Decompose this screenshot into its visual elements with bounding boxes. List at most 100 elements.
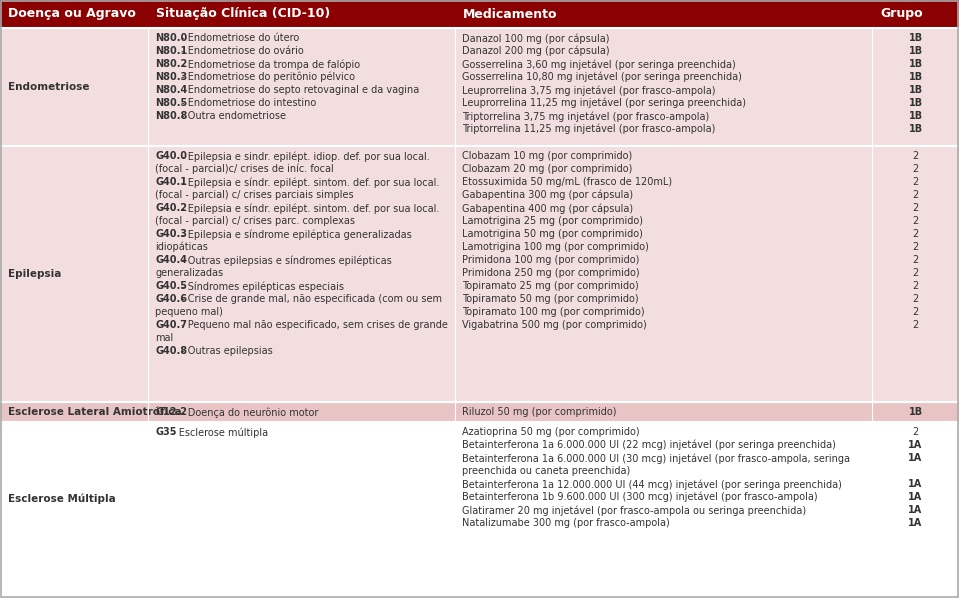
Bar: [872, 28, 959, 146]
Text: Primidona 100 mg (por comprimido): Primidona 100 mg (por comprimido): [462, 255, 640, 265]
Text: Betainterferona 1b 9.600.000 UI (300 mcg) injetável (por frasco-ampola): Betainterferona 1b 9.600.000 UI (300 mcg…: [462, 492, 818, 502]
Bar: [872, 146, 959, 402]
Text: N80.3: N80.3: [155, 72, 187, 82]
Text: G12.2: G12.2: [155, 407, 187, 417]
Text: N80.0: N80.0: [155, 33, 187, 43]
Text: Lamotrigina 100 mg (por comprimido): Lamotrigina 100 mg (por comprimido): [462, 242, 649, 252]
Bar: [455, 28, 872, 146]
Text: 1A: 1A: [908, 453, 923, 463]
Text: G40.4: G40.4: [155, 255, 187, 265]
Text: Betainterferona 1a 6.000.000 UI (30 mcg) injetável (por frasco-ampola, seringa: Betainterferona 1a 6.000.000 UI (30 mcg)…: [462, 453, 850, 463]
Text: 2: 2: [912, 216, 919, 226]
Text: Primidona 250 mg (por comprimido): Primidona 250 mg (por comprimido): [462, 268, 640, 278]
Text: preenchida ou caneta preenchida): preenchida ou caneta preenchida): [462, 466, 630, 476]
Text: Danazol 100 mg (por cápsula): Danazol 100 mg (por cápsula): [462, 33, 610, 44]
Text: 1B: 1B: [908, 46, 923, 56]
Text: Topiramato 25 mg (por comprimido): Topiramato 25 mg (por comprimido): [462, 281, 639, 291]
Text: G40.2: G40.2: [155, 203, 187, 213]
Text: Esclerose Múltipla: Esclerose Múltipla: [8, 494, 116, 504]
Bar: [455, 402, 872, 422]
Text: Betainterferona 1a 6.000.000 UI (22 mcg) injetável (por seringa preenchida): Betainterferona 1a 6.000.000 UI (22 mcg)…: [462, 440, 836, 450]
Text: 1A: 1A: [908, 440, 923, 450]
Text: - Esclerose múltipla: - Esclerose múltipla: [169, 427, 268, 438]
Text: G40.0: G40.0: [155, 151, 187, 161]
Text: 2: 2: [912, 190, 919, 200]
Bar: [148, 0, 455, 28]
Text: G40.6: G40.6: [155, 294, 187, 304]
Text: Gabapentina 300 mg (por cápsula): Gabapentina 300 mg (por cápsula): [462, 190, 633, 200]
Bar: [455, 422, 872, 576]
Bar: [872, 422, 959, 576]
Text: 2: 2: [912, 151, 919, 161]
Text: N80.8: N80.8: [155, 111, 187, 121]
Text: - Epilepsia e síndr. epilépt. sintom. def. por sua local.: - Epilepsia e síndr. epilépt. sintom. de…: [177, 177, 439, 188]
Text: - Endometriose da trompa de falópio: - Endometriose da trompa de falópio: [177, 59, 360, 69]
Text: Gabapentina 400 mg (por cápsula): Gabapentina 400 mg (por cápsula): [462, 203, 633, 213]
Text: - Outra endometriose: - Outra endometriose: [177, 111, 286, 121]
Text: Grupo: Grupo: [880, 8, 923, 20]
Text: - Endometriose do peritônio pélvico: - Endometriose do peritônio pélvico: [177, 72, 355, 83]
Text: 2: 2: [912, 320, 919, 330]
Text: Epilepsia: Epilepsia: [8, 269, 61, 279]
Text: 1A: 1A: [908, 518, 923, 528]
Text: 2: 2: [912, 307, 919, 317]
Bar: [872, 0, 959, 28]
Text: Lamotrigina 50 mg (por comprimido): Lamotrigina 50 mg (por comprimido): [462, 229, 643, 239]
Text: Triptorrelina 11,25 mg injetável (por frasco-ampola): Triptorrelina 11,25 mg injetável (por fr…: [462, 124, 715, 135]
Text: Lamotrigina 25 mg (por comprimido): Lamotrigina 25 mg (por comprimido): [462, 216, 643, 226]
Text: Situação Clínica (CID-10): Situação Clínica (CID-10): [156, 8, 330, 20]
Text: Natalizumabe 300 mg (por frasco-ampola): Natalizumabe 300 mg (por frasco-ampola): [462, 518, 669, 528]
Text: 2: 2: [912, 242, 919, 252]
Text: 2: 2: [912, 229, 919, 239]
Text: 2: 2: [912, 268, 919, 278]
Text: 1B: 1B: [908, 33, 923, 43]
Text: (focal - parcial)c/ crises de iníc. focal: (focal - parcial)c/ crises de iníc. foca…: [155, 164, 334, 175]
Text: Vigabatrina 500 mg (por comprimido): Vigabatrina 500 mg (por comprimido): [462, 320, 646, 330]
Text: - Doença do neurônio motor: - Doença do neurônio motor: [177, 407, 318, 417]
Text: G40.3: G40.3: [155, 229, 187, 239]
Bar: [0, 28, 148, 146]
Text: Azatioprina 50 mg (por comprimido): Azatioprina 50 mg (por comprimido): [462, 427, 640, 437]
Text: N80.2: N80.2: [155, 59, 187, 69]
Bar: [0, 0, 148, 28]
Text: 2: 2: [912, 177, 919, 187]
Text: 1A: 1A: [908, 492, 923, 502]
Text: 2: 2: [912, 294, 919, 304]
Text: 2: 2: [912, 427, 919, 437]
Text: generalizadas: generalizadas: [155, 268, 223, 278]
Text: G40.7: G40.7: [155, 320, 187, 330]
Text: Gosserrelina 3,60 mg injetável (por seringa preenchida): Gosserrelina 3,60 mg injetável (por seri…: [462, 59, 736, 69]
Text: - Endometriose do ovário: - Endometriose do ovário: [177, 46, 303, 56]
Text: Esclerose Lateral Amiotrófica: Esclerose Lateral Amiotrófica: [8, 407, 181, 417]
Text: Etossuximida 50 mg/mL (frasco de 120mL): Etossuximida 50 mg/mL (frasco de 120mL): [462, 177, 672, 187]
Bar: [148, 146, 455, 402]
Bar: [455, 0, 872, 28]
Text: 1B: 1B: [908, 98, 923, 108]
Text: Gosserrelina 10,80 mg injetável (por seringa preenchida): Gosserrelina 10,80 mg injetável (por ser…: [462, 72, 742, 83]
Text: G40.8: G40.8: [155, 346, 187, 356]
Bar: [148, 422, 455, 576]
Text: G40.5: G40.5: [155, 281, 187, 291]
Text: Leuprorrelina 11,25 mg injetável (por seringa preenchida): Leuprorrelina 11,25 mg injetável (por se…: [462, 98, 746, 108]
Text: 1A: 1A: [908, 479, 923, 489]
Text: Doença ou Agravo: Doença ou Agravo: [8, 8, 136, 20]
Text: Clobazam 20 mg (por comprimido): Clobazam 20 mg (por comprimido): [462, 164, 632, 174]
Text: mal: mal: [155, 333, 174, 343]
Bar: [148, 402, 455, 422]
Text: Triptorrelina 3,75 mg injetável (por frasco-ampola): Triptorrelina 3,75 mg injetável (por fra…: [462, 111, 710, 121]
Text: 2: 2: [912, 164, 919, 174]
Text: - Pequeno mal não especificado, sem crises de grande: - Pequeno mal não especificado, sem cris…: [177, 320, 448, 330]
Text: Topiramato 50 mg (por comprimido): Topiramato 50 mg (por comprimido): [462, 294, 639, 304]
Text: - Endometriose do septo retovaginal e da vagina: - Endometriose do septo retovaginal e da…: [177, 85, 419, 95]
Text: - Crise de grande mal, não especificada (com ou sem: - Crise de grande mal, não especificada …: [177, 294, 442, 304]
Bar: [455, 146, 872, 402]
Text: Endometriose: Endometriose: [8, 82, 89, 92]
Text: pequeno mal): pequeno mal): [155, 307, 222, 317]
Text: N80.5: N80.5: [155, 98, 187, 108]
Text: Danazol 200 mg (por cápsula): Danazol 200 mg (por cápsula): [462, 46, 610, 56]
Text: 1B: 1B: [908, 111, 923, 121]
Text: Betainterferona 1a 12.000.000 UI (44 mcg) injetável (por seringa preenchida): Betainterferona 1a 12.000.000 UI (44 mcg…: [462, 479, 842, 490]
Text: 1B: 1B: [908, 59, 923, 69]
Text: N80.1: N80.1: [155, 46, 187, 56]
Text: 1B: 1B: [908, 72, 923, 82]
